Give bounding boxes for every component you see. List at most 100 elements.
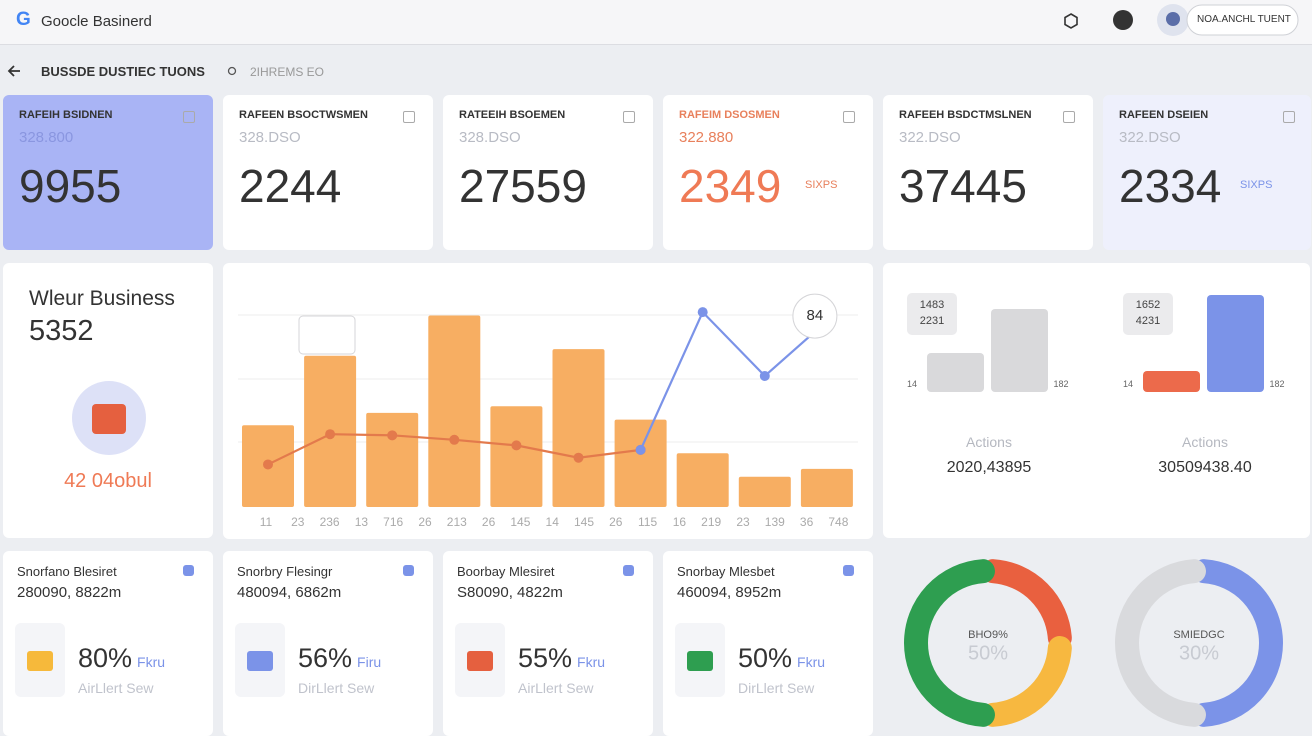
kpi-card: RAFEIH BSIDNEN 328.800 9955 xyxy=(3,95,213,250)
kpi-value: 2244 xyxy=(239,160,342,212)
kpi-value: 2334 xyxy=(1119,160,1222,212)
business-icon-inner xyxy=(92,404,126,434)
x-label: 14 xyxy=(546,515,560,529)
stat-percent: 55% xyxy=(518,643,573,673)
kpi-label: RAFEEH BSDCTMSLNEN xyxy=(899,109,1032,121)
settings-icon[interactable] xyxy=(1064,13,1078,29)
kpi-label: RAFEEN BSOCTWSMEN xyxy=(239,109,368,121)
x-label: 145 xyxy=(574,515,594,529)
kpi-card: RAFEEN BSOCTWSMEN 328.DSO 2244 xyxy=(223,95,433,250)
x-label: 23 xyxy=(291,515,305,529)
x-label: 26 xyxy=(418,515,432,529)
stat-title: Snorbry Flesingr xyxy=(237,564,333,579)
stat-title: Boorbay Mlesiret xyxy=(457,564,555,579)
x-label: 115 xyxy=(638,515,657,529)
stat-unit: Fkru xyxy=(137,654,166,670)
kpi-suffix: SIXPS xyxy=(1240,179,1273,191)
kpi-value: 37445 xyxy=(899,160,1027,212)
annotation: 84 xyxy=(807,307,824,324)
mini-bar xyxy=(927,353,984,392)
stat-sub: S80090, 4822m xyxy=(457,584,563,601)
kpi-sub: 328.DSO xyxy=(459,129,521,146)
x-label: 716 xyxy=(383,515,403,529)
stat-title: Snorbay Mlesbet xyxy=(677,564,775,579)
x-label: 748 xyxy=(828,515,848,529)
x-label: 26 xyxy=(609,515,623,529)
box-line: 4231 xyxy=(1136,315,1160,327)
kpi-sub: 322.DSO xyxy=(899,129,961,146)
axis-right-label: 182 xyxy=(1053,379,1068,389)
stat-title: Snorfano Blesiret xyxy=(17,564,117,579)
stat-sub: 460094, 8952m xyxy=(677,584,782,601)
mini-bar xyxy=(991,309,1048,392)
action-total: 30509438.40 xyxy=(1158,459,1252,476)
back-arrow[interactable] xyxy=(7,65,20,77)
stat-sub: 280090, 8822m xyxy=(17,584,122,601)
x-label: 236 xyxy=(320,515,340,529)
card-menu-icon xyxy=(623,111,635,123)
line-point xyxy=(697,307,708,318)
axis-right-label: 182 xyxy=(1269,379,1284,389)
search-text: 2IHREMS EO xyxy=(250,65,325,79)
stat-unit: Fkru xyxy=(797,654,826,670)
kpi-value: 2349 xyxy=(679,160,782,212)
business-title: Wleur Business xyxy=(29,287,175,310)
x-label: 213 xyxy=(447,515,467,529)
card-menu-icon xyxy=(183,111,195,123)
kpi-card: RATEEIH BSOEMEN 328.DSO 27559 xyxy=(443,95,653,250)
panel-svg: 1483 2231 14 182 Actions 2020,43895 1652 4231 14… xyxy=(907,293,1285,476)
action-caption: Actions xyxy=(1182,434,1228,450)
stat-caption: DirLlert Sew xyxy=(738,680,815,696)
stat-percent: 50% xyxy=(738,643,793,673)
legend-box xyxy=(298,315,356,355)
account-pill[interactable] xyxy=(1186,4,1299,36)
stat-unit: Fkru xyxy=(577,654,606,670)
bar xyxy=(800,468,853,507)
line-point xyxy=(387,430,398,441)
x-label: 23 xyxy=(736,515,750,529)
search-icon[interactable] xyxy=(227,66,237,76)
chart-card: 84 11 23 236 13 716 26 213 26 145 14 145 26 115 16 219 2… xyxy=(223,263,873,539)
stat-icon xyxy=(467,651,493,671)
stat-unit: Firu xyxy=(357,654,382,670)
stat-percent: 56% xyxy=(298,643,353,673)
stat-row: 55% Fkru xyxy=(518,643,605,674)
card-menu-icon xyxy=(1283,111,1295,123)
x-label: 36 xyxy=(800,515,814,529)
box-line: 1483 xyxy=(920,299,944,311)
x-label: 139 xyxy=(765,515,785,529)
kpi-sub: 322.DSO xyxy=(1119,129,1181,146)
x-label: 219 xyxy=(701,515,721,529)
line-point xyxy=(511,440,522,451)
box-line: 2231 xyxy=(920,315,944,327)
kpi-card: RAFEEN DSEIEN 322.DSO 2334 SIXPS xyxy=(1103,95,1311,250)
kpi-card: RAFEIM DSOSMEN 322.880 2349 SIXPS xyxy=(663,95,873,250)
annotation-bubble xyxy=(792,293,838,339)
donut-label: SMIEDGC xyxy=(1173,629,1224,641)
card-menu-icon xyxy=(843,111,855,123)
business-card: Wleur Business 5352 42 04obul xyxy=(3,263,213,538)
stat-caption: AirLlert Sew xyxy=(518,680,594,696)
bar xyxy=(552,349,605,507)
kpi-label: RAFEEN DSEIEN xyxy=(1119,109,1209,121)
bar xyxy=(490,406,543,507)
line-point xyxy=(325,429,336,440)
bar xyxy=(614,419,667,507)
account: NOA.ANCHL TUENT xyxy=(1197,14,1291,25)
stat-card: Snorfano Blesiret 280090, 8822m 80% Fkru Air… xyxy=(3,551,213,736)
donut-segment xyxy=(904,559,995,727)
stat-row: 56% Firu xyxy=(298,643,381,674)
brand: Goocle Basinerd xyxy=(41,13,152,30)
stat-icon xyxy=(687,651,713,671)
donut-label: BHO9% xyxy=(968,629,1008,641)
line-point xyxy=(449,434,460,445)
stat-close-icon xyxy=(843,565,854,576)
stat-close-icon xyxy=(183,565,194,576)
stat-row: 50% Fkru xyxy=(738,643,825,674)
x-label: 13 xyxy=(355,515,369,529)
line-point xyxy=(635,444,646,455)
notification-icon[interactable] xyxy=(1113,10,1133,30)
stat-close-icon xyxy=(403,565,414,576)
